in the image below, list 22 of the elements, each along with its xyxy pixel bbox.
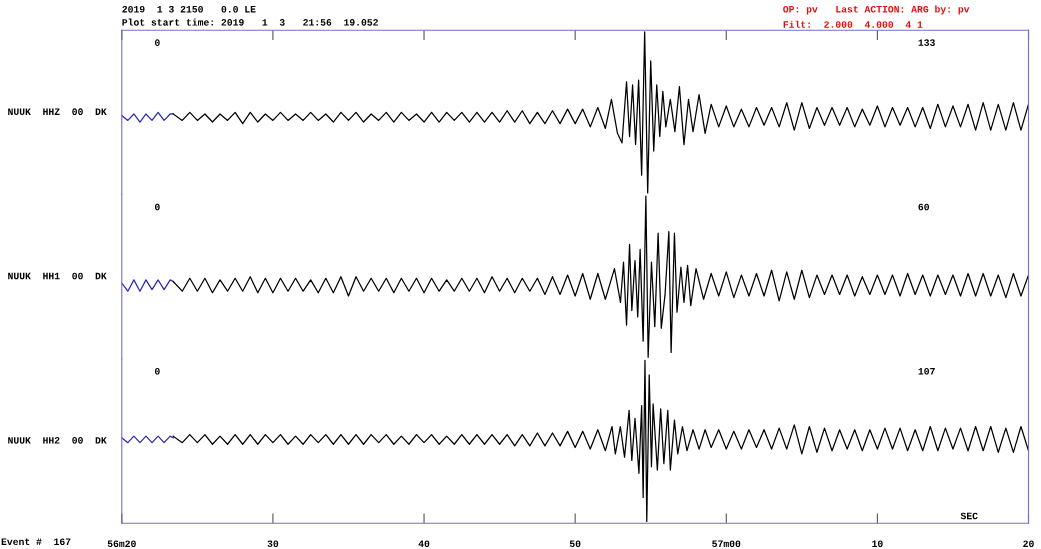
x-tick-label: 40 [418,540,430,547]
y-axis-title: NUUK HH1 00 DK [8,272,107,280]
text: OP: pv Last ACTION: ARG by: pv [783,5,970,15]
annotation: 133 [918,39,935,46]
x-tick-label: 50 [569,540,581,547]
x-tick-label: 57m00 [712,540,741,547]
annotation: SEC [960,512,978,520]
annotation: 0 [154,39,160,46]
x-tick-label: 30 [267,540,279,548]
text: Event # 167 [1,538,71,546]
y-axis-title: NUUK HHZ 00 DK [8,108,107,115]
chart-subtitle: Plot start time: 2019 1 3 21:56 19.052 [122,18,378,26]
x-tick-label: 20 [1023,540,1034,547]
y-axis-title: NUUK HH2 00 DK [8,437,107,444]
annotation: 60 [918,203,929,211]
annotation: 0 [154,203,160,211]
annotation: 0 [154,368,160,375]
x-tick-label: 10 [872,540,883,547]
chart-title: 2019 1 3 2150 0.0 LE [122,5,256,13]
text: Filt: 2.000 4.000 4 1 [783,20,923,28]
x-tick-label: 56m20 [107,540,136,547]
annotation: 107 [918,368,935,375]
